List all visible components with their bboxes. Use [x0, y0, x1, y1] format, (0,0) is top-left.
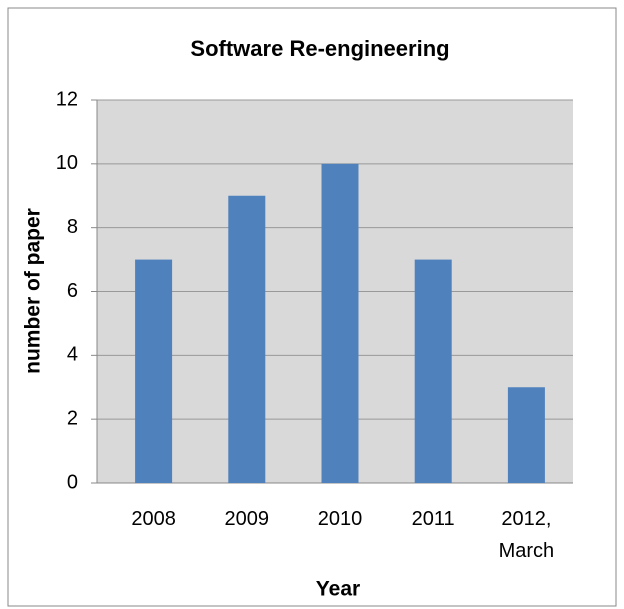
x-tick-label: 2010 [317, 508, 363, 530]
x-tick-label: 2008 [131, 508, 176, 530]
x-axis-title: Year [316, 578, 360, 601]
y-axis-title: number of paper [22, 208, 45, 374]
chart-title: Software Re-engineering [190, 36, 449, 61]
y-tick-label: 0 [67, 471, 78, 493]
y-tick-label: 12 [56, 88, 78, 110]
bar [228, 195, 266, 483]
bar [321, 163, 359, 484]
y-tick-label: 10 [56, 152, 78, 174]
bar [135, 259, 173, 483]
bar [507, 387, 545, 483]
y-tick-label: 4 [67, 344, 78, 366]
bar [414, 259, 452, 483]
x-tick-label: 2011 [411, 508, 455, 530]
y-tick-label: 8 [67, 216, 78, 238]
x-tick-label: 2009 [224, 508, 270, 530]
x-tick-label: 2012, March [498, 508, 555, 562]
y-tick-label: 6 [67, 280, 78, 302]
y-tick-label: 2 [67, 407, 78, 429]
